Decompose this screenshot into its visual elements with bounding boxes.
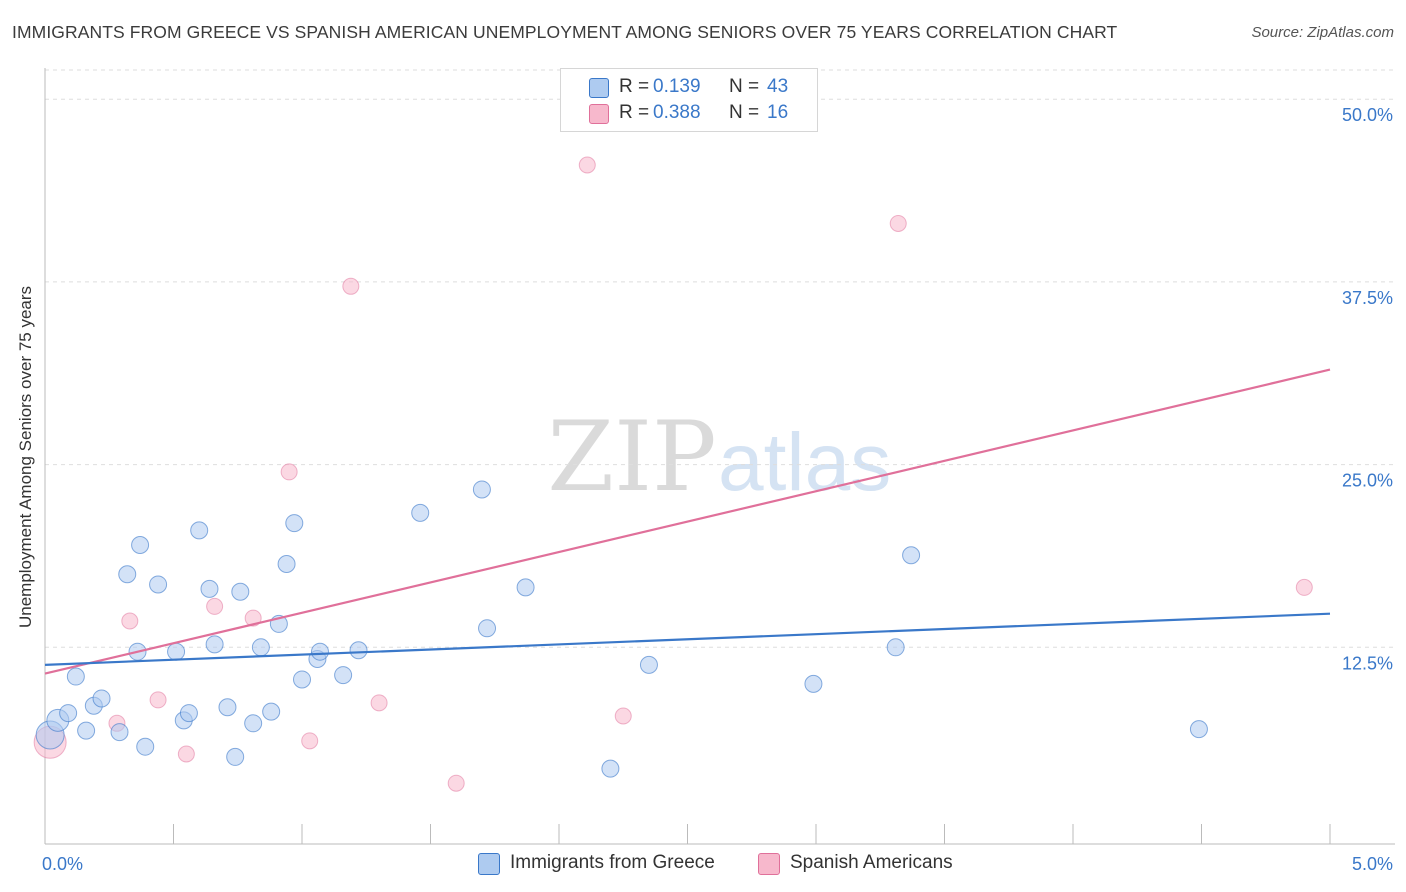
bottom-legend-label-greece: Immigrants from Greece <box>510 852 715 873</box>
x-tick-label: 0.0% <box>42 854 83 874</box>
point-spanish-americans <box>280 463 298 481</box>
point-spanish-americans <box>149 691 167 709</box>
point-immigrants-from-greece <box>285 514 304 533</box>
series-immigrants-from-greece <box>35 480 1208 778</box>
point-immigrants-from-greece <box>149 575 168 594</box>
legend-swatch-greece <box>589 78 609 98</box>
bottom-legend-swatch-greece <box>478 853 500 875</box>
y-tick-labels: 12.5% 25.0% 37.5% 50.0% <box>1342 105 1393 673</box>
point-spanish-americans <box>121 612 139 630</box>
point-immigrants-from-greece <box>167 642 186 661</box>
point-immigrants-from-greece <box>262 702 281 721</box>
legend-r-label: R = <box>619 102 650 123</box>
trendlines <box>44 368 1331 675</box>
point-spanish-americans <box>301 732 319 750</box>
point-immigrants-from-greece <box>601 759 620 778</box>
point-spanish-americans <box>447 774 465 792</box>
watermark-zip: ZIP <box>547 401 716 513</box>
point-immigrants-from-greece <box>293 670 311 689</box>
point-spanish-americans <box>206 597 224 615</box>
point-immigrants-from-greece <box>77 721 96 740</box>
point-spanish-americans <box>889 214 907 232</box>
y-tick-label: 50.0% <box>1342 105 1393 125</box>
point-immigrants-from-greece <box>226 747 245 766</box>
point-spanish-americans <box>614 707 632 725</box>
point-immigrants-from-greece <box>200 579 219 598</box>
y-tick-label: 12.5% <box>1342 653 1393 673</box>
point-immigrants-from-greece <box>118 565 137 584</box>
legend-r-value: 0.139 <box>653 76 701 97</box>
point-immigrants-from-greece <box>66 667 85 686</box>
point-spanish-americans <box>177 745 195 763</box>
x-tick-label: 5.0% <box>1352 854 1393 874</box>
point-immigrants-from-greece <box>218 698 237 717</box>
point-immigrants-from-greece <box>411 503 430 522</box>
watermark: ZIP atlas <box>547 401 891 513</box>
point-immigrants-from-greece <box>516 578 535 597</box>
legend-n-label: N = <box>729 102 760 123</box>
legend-box: R = 0.139 N = 43 R = 0.388 N = 16 <box>560 68 818 132</box>
point-spanish-americans <box>342 277 360 295</box>
bottom-legend-swatch-spanish <box>758 853 780 875</box>
point-immigrants-from-greece <box>179 704 198 723</box>
gridlines <box>45 69 1395 648</box>
point-immigrants-from-greece <box>136 737 155 756</box>
legend-n-value: 43 <box>767 76 789 97</box>
legend-n-value: 16 <box>767 102 789 123</box>
legend-n-label: N = <box>729 76 760 97</box>
point-immigrants-from-greece <box>902 546 921 565</box>
point-spanish-americans <box>370 694 388 712</box>
point-immigrants-from-greece <box>804 674 823 693</box>
chart-title: IMMIGRANTS FROM GREECE VS SPANISH AMERIC… <box>12 22 1118 42</box>
point-immigrants-from-greece <box>277 555 296 573</box>
point-immigrants-from-greece <box>639 655 658 674</box>
point-immigrants-from-greece <box>334 666 353 685</box>
point-immigrants-from-greece <box>1189 720 1208 739</box>
trendline-immigrants-from-greece <box>44 612 1331 666</box>
point-immigrants-from-greece <box>472 480 491 499</box>
point-immigrants-from-greece <box>244 714 263 733</box>
legend-swatch-spanish <box>589 104 609 124</box>
point-immigrants-from-greece <box>886 638 905 657</box>
axes <box>44 68 1395 845</box>
source-label: Source: ZipAtlas.com <box>1251 24 1394 41</box>
point-immigrants-from-greece <box>92 689 111 708</box>
point-spanish-americans <box>244 609 262 627</box>
point-immigrants-from-greece <box>110 723 129 742</box>
point-immigrants-from-greece <box>59 704 78 723</box>
point-immigrants-from-greece <box>131 536 150 554</box>
point-immigrants-from-greece <box>310 642 329 661</box>
point-spanish-americans <box>1295 578 1313 596</box>
x-tick-labels: 0.0% 5.0% <box>42 854 1393 874</box>
y-tick-label: 37.5% <box>1342 288 1393 308</box>
point-immigrants-from-greece <box>231 582 250 601</box>
legend-r-value: 0.388 <box>653 102 701 123</box>
point-spanish-americans <box>578 156 596 174</box>
point-immigrants-from-greece <box>478 619 497 638</box>
point-immigrants-from-greece <box>205 635 224 654</box>
point-immigrants-from-greece <box>190 521 209 540</box>
point-immigrants-from-greece <box>251 638 270 657</box>
y-tick-label: 25.0% <box>1342 471 1393 491</box>
trendline-spanish-americans <box>44 368 1331 675</box>
y-axis-label: Unemployment Among Seniors over 75 years <box>16 285 35 629</box>
bottom-legend-label-spanish: Spanish Americans <box>790 852 953 873</box>
legend-r-label: R = <box>619 76 650 97</box>
point-immigrants-from-greece <box>349 641 368 660</box>
